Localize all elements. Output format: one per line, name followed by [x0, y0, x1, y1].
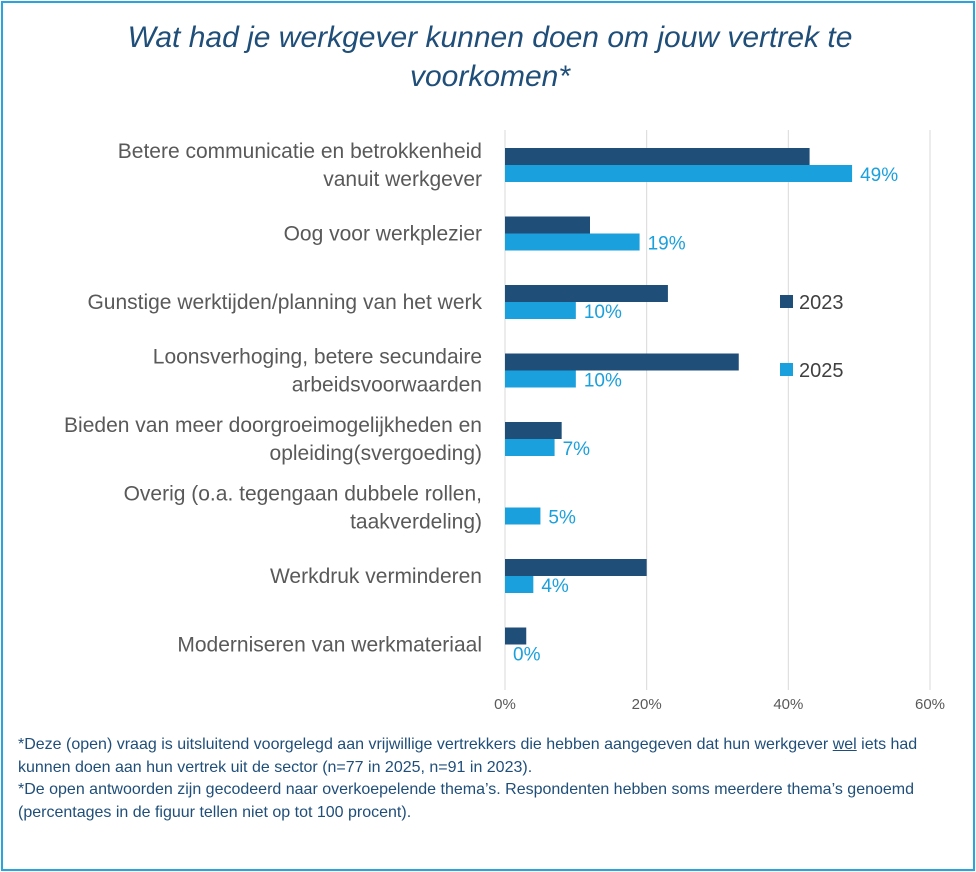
footnote-1-text-end: iets had kunnen doen aan hun vertrek uit… [18, 736, 918, 776]
category-label: Betere communicatie en betrokkenheid [118, 140, 482, 163]
bar-2023 [505, 627, 527, 645]
x-tick-label: 40% [773, 696, 803, 713]
category-label: Bieden van meer doorgroeimogelijkheden e… [64, 414, 482, 437]
bar-2023 [505, 148, 810, 165]
category-label: vanuit werkgever [323, 168, 482, 191]
category-label: Moderniseren van werkmateriaal [177, 634, 482, 657]
bar-2023 [505, 559, 647, 576]
data-label: 7% [563, 439, 591, 460]
data-label: 19% [648, 234, 686, 255]
category-label: opleiding(svergoeding) [270, 442, 482, 465]
footnote-1-text: *Deze (open) vraag is uitsluitend voorge… [18, 736, 833, 753]
legend-swatch-2025 [780, 363, 793, 376]
data-label: 4% [541, 576, 569, 597]
footnote: *Deze (open) vraag is uitsluitend voorge… [18, 734, 963, 824]
bar-2025 [505, 576, 534, 593]
category-label: Werkdruk verminderen [270, 565, 482, 588]
legend-swatch-2023 [780, 295, 793, 308]
footnote-2: *De open antwoorden zijn gecodeerd naar … [18, 781, 915, 821]
bar-2025 [505, 233, 640, 251]
x-tick-label: 0% [494, 696, 516, 713]
footnote-1: *Deze (open) vraag is uitsluitend voorge… [18, 734, 963, 779]
bar-2025 [505, 370, 576, 388]
footnote-1-underlined: wel [832, 736, 857, 753]
bar-2025 [505, 507, 541, 525]
data-label: 0% [513, 645, 541, 666]
bar-2023 [505, 353, 739, 371]
bar-2025 [505, 302, 576, 319]
bar-2025 [505, 439, 555, 456]
legend-label: 2025 [799, 360, 844, 382]
data-label: 5% [548, 508, 576, 529]
bar-2023 [505, 422, 562, 439]
data-label: 10% [584, 371, 622, 392]
data-label: 10% [584, 302, 622, 323]
x-tick-label: 20% [632, 696, 662, 713]
category-label: taakverdeling) [350, 511, 482, 534]
category-label: Loonsverhoging, betere secundaire [153, 346, 482, 369]
category-label: Overig (o.a. tegengaan dubbele rollen, [124, 483, 482, 506]
data-label: 49% [860, 165, 898, 186]
legend-label: 2023 [799, 292, 844, 314]
category-label: Oog voor werkplezier [284, 223, 482, 246]
x-tick-label: 60% [915, 696, 945, 713]
category-label: arbeidsvoorwaarden [292, 374, 482, 397]
bar-2023 [505, 216, 590, 234]
bar-2025 [505, 165, 853, 182]
category-label: Gunstige werktijden/planning van het wer… [87, 291, 482, 314]
chart-title: Wat had je werkgever kunnen doen om jouw… [127, 21, 853, 93]
bar-2023 [505, 285, 668, 302]
